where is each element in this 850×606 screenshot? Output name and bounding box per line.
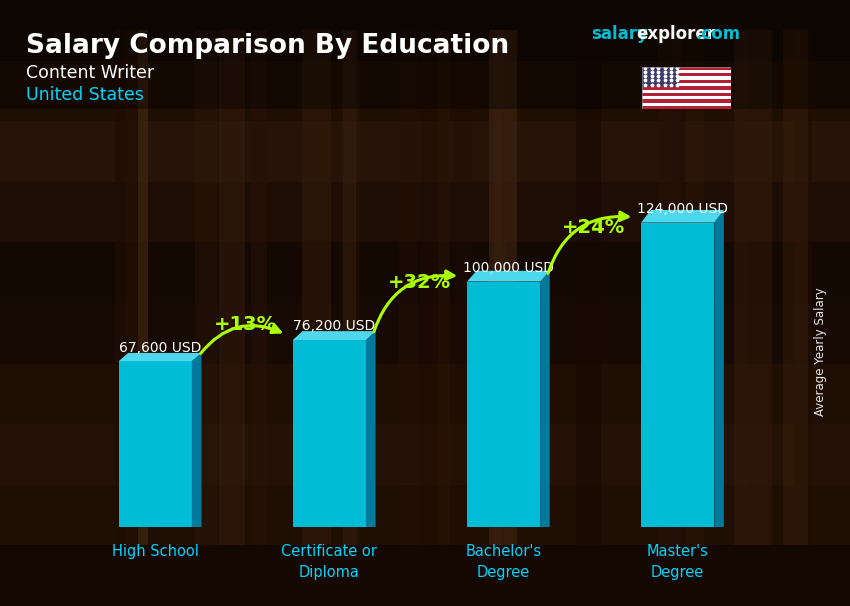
Polygon shape [467, 271, 550, 282]
Polygon shape [119, 353, 201, 361]
Bar [642, 90, 731, 93]
Bar [641, 222, 714, 527]
Bar [672, 30, 685, 545]
Bar [293, 340, 366, 527]
Bar [748, 30, 773, 545]
Text: +32%: +32% [388, 273, 451, 292]
Bar [642, 99, 731, 102]
Bar [138, 30, 148, 545]
Bar [642, 67, 731, 70]
Bar [0, 364, 850, 424]
Text: Salary Comparison By Education: Salary Comparison By Education [26, 33, 508, 59]
Bar [0, 485, 850, 545]
Text: .com: .com [695, 25, 740, 44]
Polygon shape [366, 331, 376, 527]
Bar [494, 30, 506, 545]
Bar [659, 30, 682, 545]
Bar [642, 83, 731, 86]
Bar [342, 30, 359, 545]
Text: 76,200 USD: 76,200 USD [293, 319, 376, 333]
Bar [219, 30, 246, 545]
Bar [119, 361, 192, 527]
Polygon shape [293, 331, 376, 340]
Bar [642, 80, 731, 83]
Bar [195, 30, 218, 545]
Text: Content Writer: Content Writer [26, 64, 154, 82]
Polygon shape [192, 353, 201, 527]
Bar [494, 30, 502, 545]
Bar [642, 96, 731, 99]
Text: salary: salary [591, 25, 648, 44]
Bar [642, 86, 731, 90]
Bar [642, 93, 731, 96]
Bar [642, 76, 731, 80]
Bar [490, 30, 518, 545]
Text: +13%: +13% [213, 315, 277, 333]
Bar [734, 30, 748, 545]
Bar [642, 70, 731, 73]
Text: explorer: explorer [636, 25, 715, 44]
Bar [343, 30, 356, 545]
Text: 67,600 USD: 67,600 USD [119, 341, 201, 355]
Bar [116, 30, 138, 545]
Bar [0, 545, 850, 606]
Bar [467, 282, 540, 527]
Bar [0, 242, 850, 303]
Text: United States: United States [26, 86, 144, 104]
Bar [455, 30, 472, 545]
Polygon shape [540, 271, 550, 527]
Bar [0, 303, 850, 364]
Bar [642, 102, 731, 106]
Bar [0, 0, 850, 109]
Bar [794, 30, 813, 545]
Bar [399, 30, 418, 545]
Bar [222, 30, 242, 545]
Bar [251, 30, 267, 545]
Bar [642, 106, 731, 109]
Bar [439, 30, 450, 545]
Bar [303, 30, 332, 545]
Polygon shape [641, 210, 724, 222]
Bar [0, 121, 850, 182]
Bar [0, 424, 850, 485]
Text: 100,000 USD: 100,000 USD [463, 261, 554, 275]
Bar [421, 30, 450, 545]
Bar [0, 0, 850, 61]
Polygon shape [714, 210, 724, 527]
Bar [0, 182, 850, 242]
Bar [0, 61, 850, 121]
Bar [687, 30, 705, 545]
Bar [642, 73, 731, 76]
Text: Average Yearly Salary: Average Yearly Salary [813, 287, 827, 416]
Text: 124,000 USD: 124,000 USD [637, 202, 728, 216]
Text: +24%: +24% [562, 218, 625, 237]
Bar [126, 30, 138, 545]
Bar [642, 67, 677, 86]
Bar [576, 30, 601, 545]
Bar [783, 30, 808, 545]
